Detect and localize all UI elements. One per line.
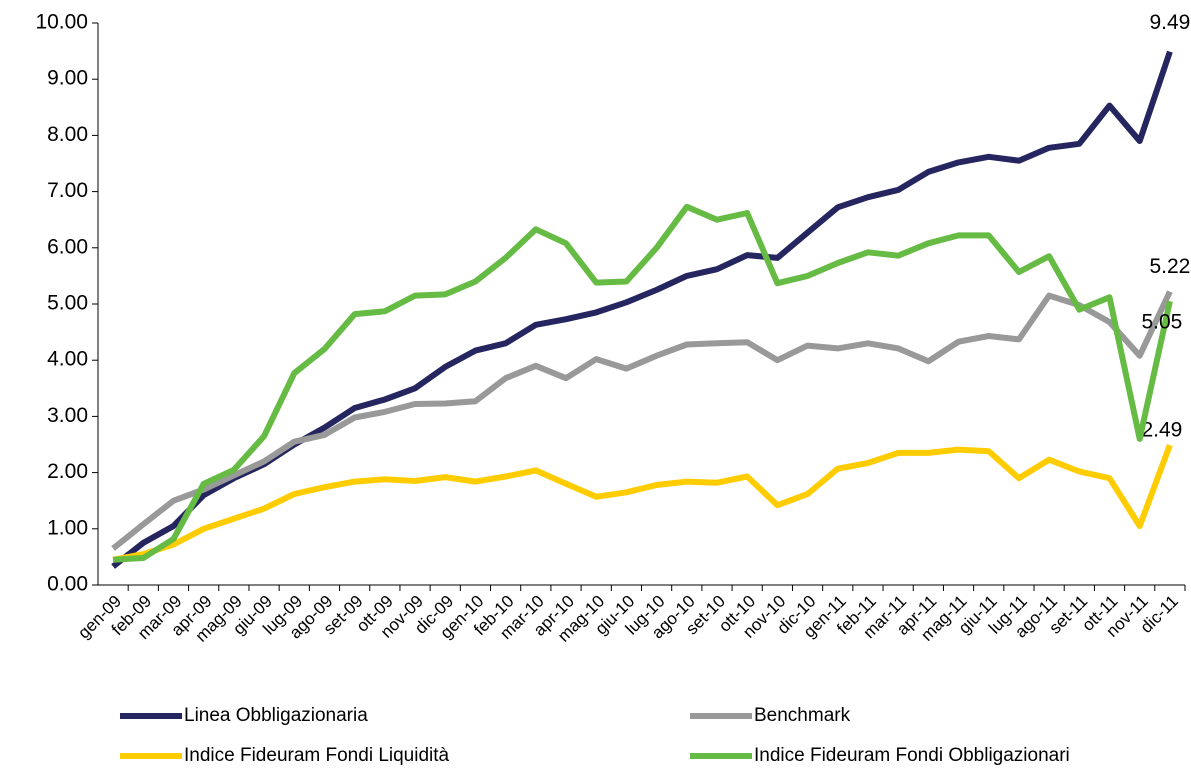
legend-label: Indice Fideuram Fondi Liquidità bbox=[184, 745, 450, 766]
y-tick-label: 8.00 bbox=[47, 123, 88, 146]
y-tick-label: 9.00 bbox=[47, 67, 88, 90]
data-label: 5.05 bbox=[1141, 311, 1182, 334]
y-tick-label: 2.00 bbox=[47, 460, 88, 483]
legend-label: Benchmark bbox=[754, 705, 851, 726]
y-tick-label: 7.00 bbox=[47, 179, 88, 202]
series-line bbox=[112, 444, 1173, 563]
data-label: 2.49 bbox=[1141, 419, 1182, 442]
y-tick-label: 3.00 bbox=[47, 404, 88, 427]
legend-label: Indice Fideuram Fondi Obbligazionari bbox=[754, 745, 1070, 766]
legend-label: Linea Obbligazionaria bbox=[184, 705, 368, 726]
y-tick-label: 4.00 bbox=[47, 348, 88, 371]
y-tick-label: 6.00 bbox=[47, 235, 88, 258]
y-tick-label: 10.00 bbox=[35, 11, 88, 34]
data-label: 9.49 bbox=[1149, 11, 1190, 34]
data-label: 5.22 bbox=[1149, 255, 1190, 278]
y-tick-label: 1.00 bbox=[47, 516, 88, 539]
y-tick-label: 5.00 bbox=[47, 292, 88, 315]
series-line bbox=[112, 203, 1173, 563]
y-tick-label: 0.00 bbox=[47, 573, 88, 596]
series-line bbox=[111, 290, 1173, 551]
